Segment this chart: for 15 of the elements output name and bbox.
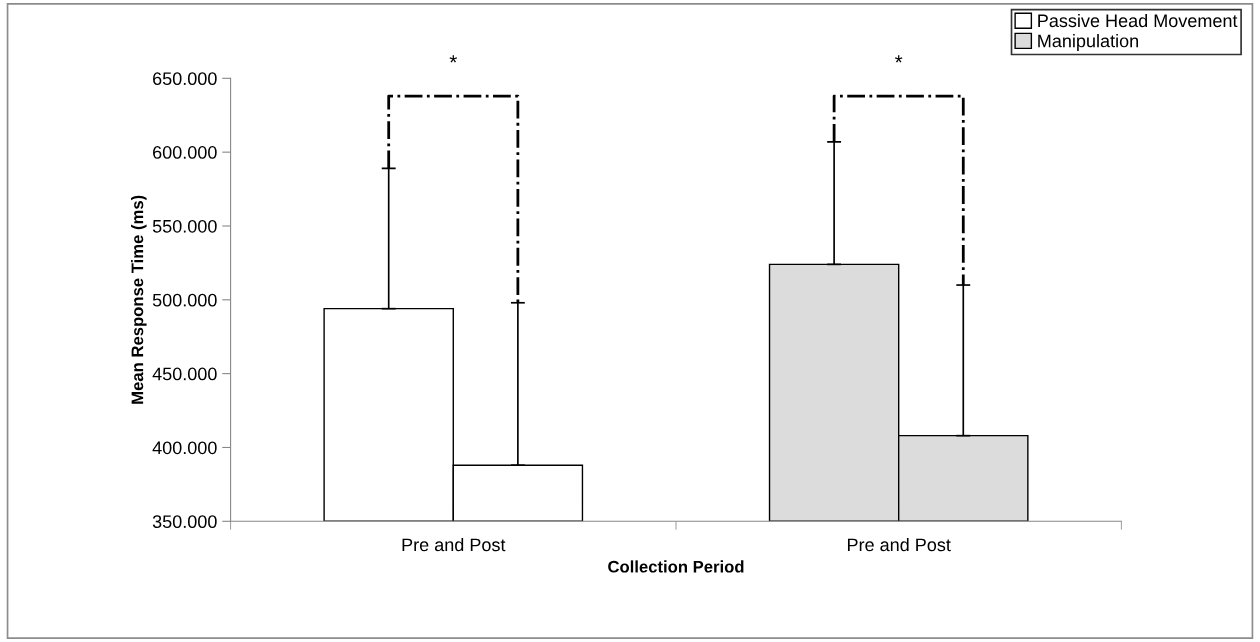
- x-tick-label: Pre and Post: [402, 537, 506, 552]
- y-tick-label: 450.000: [152, 367, 217, 381]
- y-tick-label: 650.000: [153, 72, 217, 86]
- y-tick-label: 550.000: [152, 219, 217, 233]
- x-tick-label: Pre and Post: [847, 537, 951, 552]
- y-tick-label: 600.000: [153, 146, 217, 159]
- y-tick-label: 500.000: [152, 293, 217, 307]
- legend-label: Manipulation: [1038, 34, 1138, 51]
- y-tick-label: 400.000: [152, 441, 217, 455]
- y-tick-label: 350.000: [152, 515, 217, 529]
- text: *: [449, 55, 458, 63]
- legend-label: Passive Head Movement: [1038, 13, 1238, 28]
- x-axis-title: Collection Period: [608, 560, 744, 573]
- y-axis-title: Mean Response Time (ms): [131, 195, 147, 404]
- text: *: [894, 55, 903, 63]
